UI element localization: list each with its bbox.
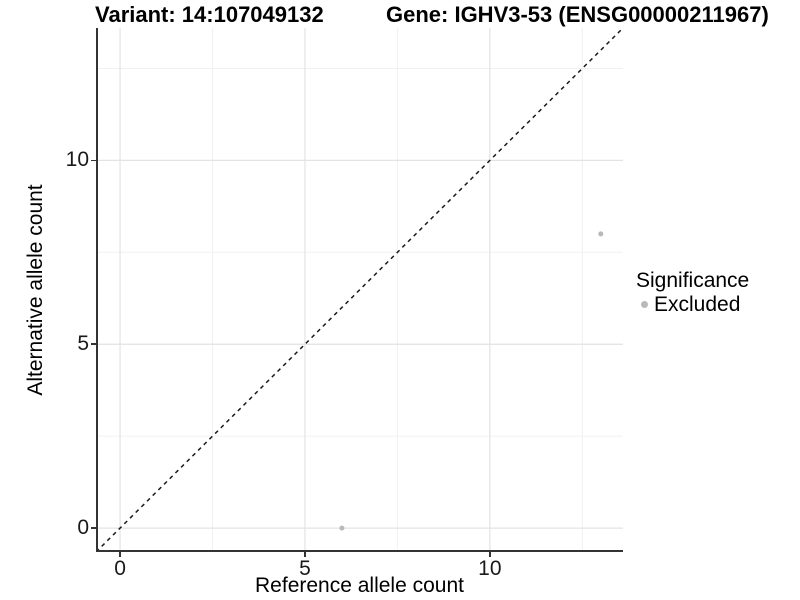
plot-title-gene: Gene: IGHV3-53 (ENSG00000211967) bbox=[386, 2, 769, 27]
legend-title: Significance bbox=[636, 269, 750, 292]
y-tick-label: 0 bbox=[77, 516, 89, 540]
identity-reference-line bbox=[95, 27, 624, 553]
plot-panel bbox=[95, 27, 624, 553]
y-tick-label: 10 bbox=[65, 148, 89, 172]
legend-item: Excluded bbox=[636, 293, 749, 316]
data-point bbox=[598, 231, 604, 237]
legend-key-dot-icon bbox=[641, 301, 648, 308]
plot-area-svg bbox=[95, 27, 624, 553]
x-tick-mark bbox=[119, 552, 121, 557]
y-tick-label: 5 bbox=[77, 332, 89, 356]
legend-items: Excluded bbox=[636, 293, 749, 316]
data-point bbox=[339, 525, 345, 531]
legend-item-label: Excluded bbox=[654, 293, 741, 316]
x-tick-mark bbox=[304, 552, 306, 557]
y-axis-title: Alternative allele count bbox=[24, 184, 47, 396]
plot-title-variant: Variant: 14:107049132 bbox=[95, 2, 324, 27]
x-axis-title: Reference allele count bbox=[255, 574, 464, 597]
legend: Significance Excluded bbox=[636, 269, 749, 316]
x-tick-mark bbox=[489, 552, 491, 557]
